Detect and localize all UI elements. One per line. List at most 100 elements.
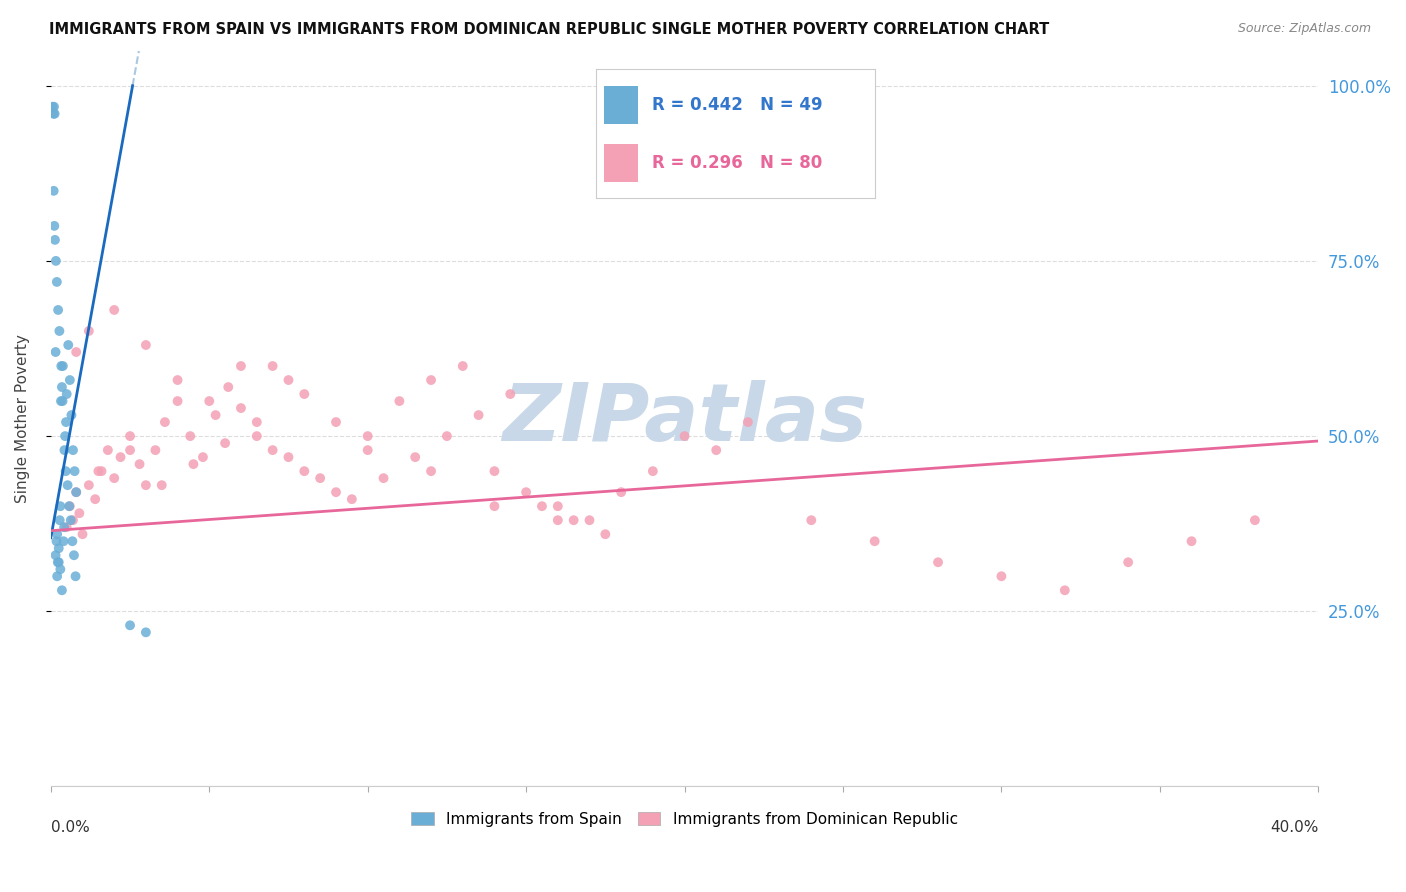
Point [49, 394, 72, 409]
Point [927, 555, 949, 569]
Point [547, 513, 569, 527]
Point [451, 359, 474, 373]
Text: Source: ZipAtlas.com: Source: ZipAtlas.com [1237, 22, 1371, 36]
Point [45, 548, 67, 562]
Point [49, 499, 72, 513]
Point [704, 443, 727, 458]
Point [65, 485, 87, 500]
Point [45, 534, 67, 549]
Point [420, 464, 443, 478]
Point [863, 534, 886, 549]
Point [52, 534, 75, 549]
Point [595, 527, 617, 541]
Point [65, 569, 87, 583]
Point [48, 555, 70, 569]
Point [373, 471, 395, 485]
Point [90, 464, 112, 478]
Point [262, 359, 284, 373]
Point [153, 415, 176, 429]
Point [44, 107, 66, 121]
Point [204, 408, 226, 422]
Point [52, 359, 75, 373]
Point [55, 520, 77, 534]
Point [246, 415, 269, 429]
Point [217, 380, 239, 394]
Point [515, 485, 537, 500]
Point [484, 464, 506, 478]
Point [62, 513, 84, 527]
Point [1116, 555, 1139, 569]
Point [48, 324, 70, 338]
Point [229, 359, 252, 373]
Point [110, 450, 132, 464]
Point [46, 555, 69, 569]
Point [641, 464, 664, 478]
Point [166, 394, 188, 409]
Point [150, 478, 173, 492]
Point [84, 492, 107, 507]
Point [118, 429, 141, 443]
Point [55, 464, 77, 478]
Point [59, 513, 82, 527]
Point [51, 583, 73, 598]
Point [58, 499, 80, 513]
Point [46, 569, 69, 583]
Point [357, 443, 380, 458]
Point [292, 464, 315, 478]
Point [309, 471, 332, 485]
Point [128, 457, 150, 471]
Point [484, 499, 506, 513]
Point [340, 492, 363, 507]
Point [404, 450, 426, 464]
Point [530, 499, 553, 513]
Point [1180, 534, 1202, 549]
Point [467, 408, 489, 422]
Point [51, 380, 73, 394]
Text: 0.0%: 0.0% [51, 820, 90, 835]
Point [673, 429, 696, 443]
Point [63, 548, 86, 562]
Point [183, 457, 205, 471]
Point [135, 625, 157, 640]
Point [62, 443, 84, 458]
Text: IMMIGRANTS FROM SPAIN VS IMMIGRANTS FROM DOMINICAN REPUBLIC SINGLE MOTHER POVERT: IMMIGRANTS FROM SPAIN VS IMMIGRANTS FROM… [49, 22, 1049, 37]
Point [45, 254, 67, 268]
Point [63, 464, 86, 478]
Point [499, 387, 522, 401]
Point [357, 429, 380, 443]
Point [44, 219, 66, 233]
Point [46, 527, 69, 541]
Point [103, 471, 125, 485]
Point [135, 338, 157, 352]
Point [51, 394, 73, 409]
Point [179, 429, 201, 443]
Point [60, 408, 83, 422]
Point [58, 338, 80, 352]
Point [1244, 513, 1267, 527]
Point [990, 569, 1012, 583]
Point [87, 464, 110, 478]
Point [59, 373, 82, 387]
Point [41, 100, 63, 114]
Text: 40.0%: 40.0% [1270, 820, 1319, 835]
Y-axis label: Single Mother Poverty: Single Mother Poverty [15, 334, 30, 503]
Point [77, 324, 100, 338]
Point [578, 513, 600, 527]
Point [53, 520, 76, 534]
Point [49, 562, 72, 576]
Point [45, 345, 67, 359]
Point [277, 373, 299, 387]
Point [48, 513, 70, 527]
Point [262, 443, 284, 458]
Point [65, 485, 87, 500]
Point [610, 485, 633, 500]
Point [55, 387, 77, 401]
Point [325, 485, 347, 500]
Point [198, 394, 221, 409]
Point [214, 436, 236, 450]
Point [51, 359, 73, 373]
Point [56, 478, 79, 492]
Point [103, 302, 125, 317]
Point [135, 478, 157, 492]
Point [44, 233, 66, 247]
